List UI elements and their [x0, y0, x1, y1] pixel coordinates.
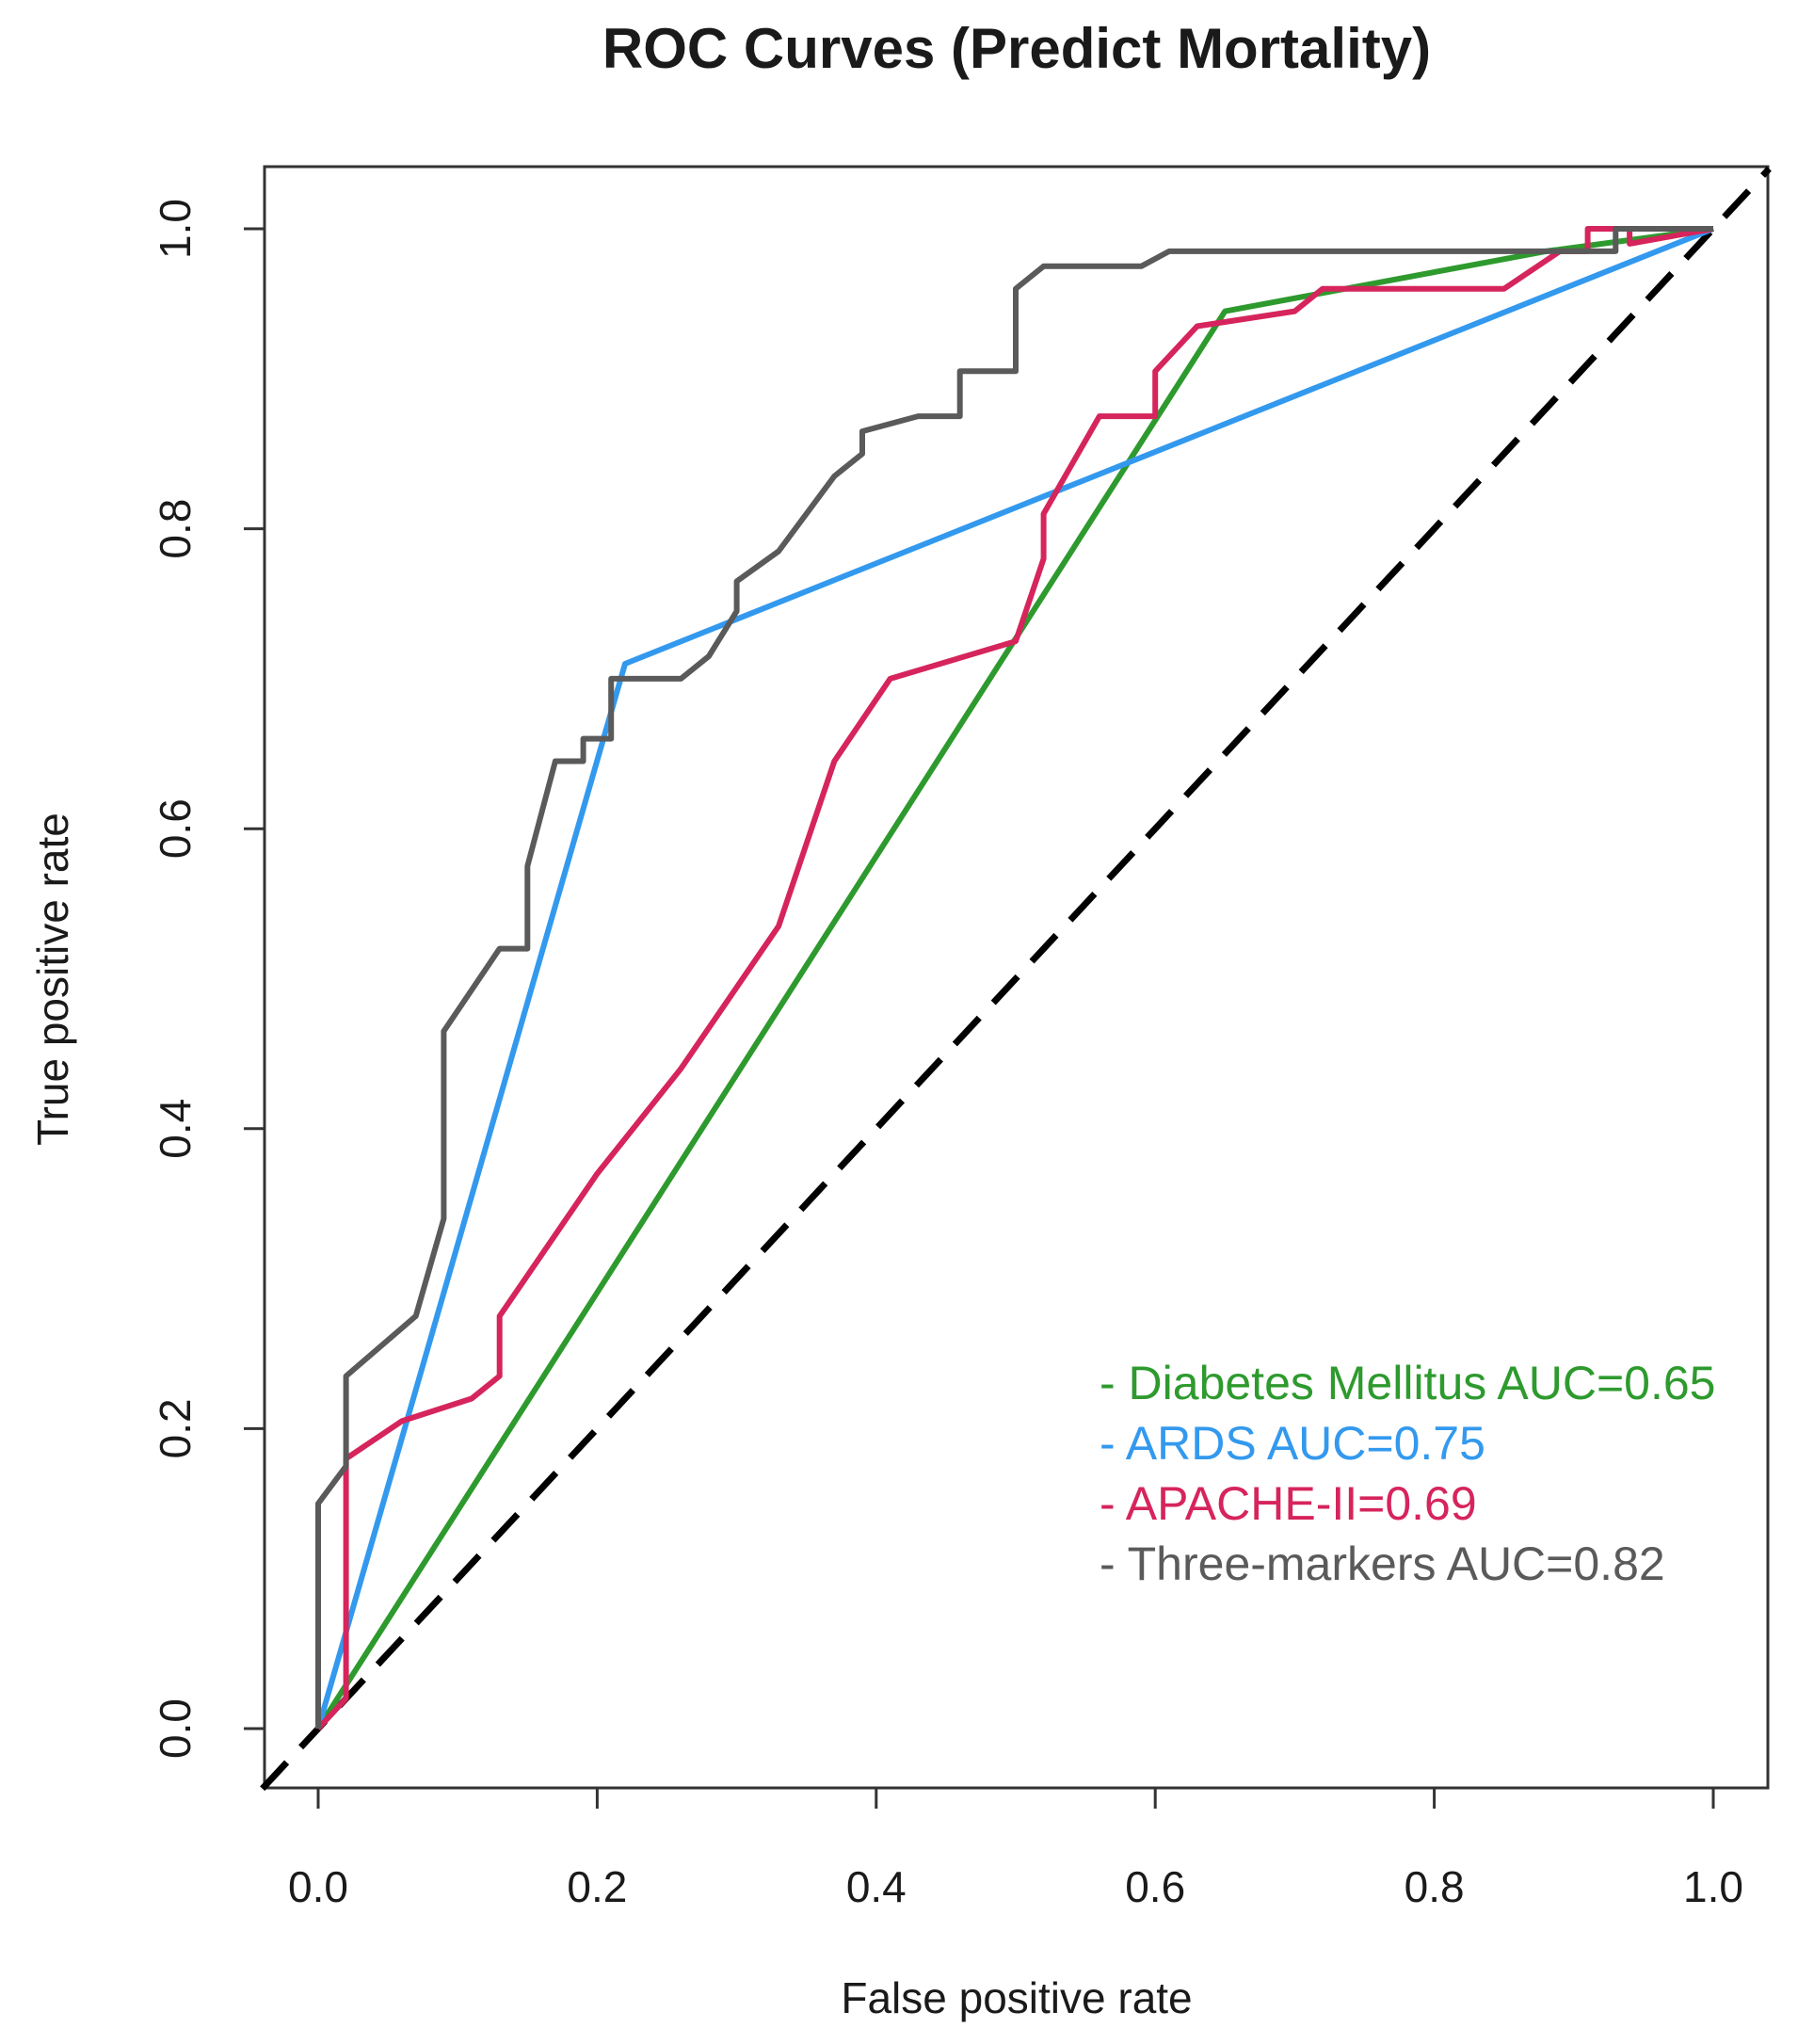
- roc-curves: [315, 226, 1715, 1731]
- x-tick-label-0: 0.0: [288, 1862, 348, 1911]
- y-tick-label-4: 0.8: [151, 499, 200, 559]
- roc-curve-ards: [315, 226, 1715, 1730]
- y-axis-label: True positive rate: [28, 813, 77, 1146]
- x-axis-label: False positive rate: [841, 1973, 1192, 2022]
- x-tick-label-1: 0.2: [567, 1862, 627, 1911]
- plot-frame: [263, 165, 1770, 1790]
- x-tick-label-3: 0.6: [1125, 1862, 1185, 1911]
- legend: - Diabetes Mellitus AUC=0.65 - ARDS AUC=0…: [1100, 1357, 1715, 1590]
- legend-entry-ards: - ARDS AUC=0.75: [1100, 1417, 1485, 1470]
- roc-curve-three-markers: [315, 226, 1713, 1729]
- reference-diagonal-line: [260, 166, 1772, 1792]
- axes: 0.0 0.2 0.4 0.6 0.8 1.0 0.0 0.2 0.4 0.6 0.8 1.0: [151, 199, 1743, 1911]
- y-tick-label-5: 1.0: [151, 199, 200, 259]
- x-tick-label-2: 0.4: [846, 1862, 907, 1911]
- legend-entry-diabetes-mellitus: - Diabetes Mellitus AUC=0.65: [1100, 1357, 1715, 1409]
- x-tick-label-5: 1.0: [1683, 1862, 1743, 1911]
- chart-title: ROC Curves (Predict Mortality): [602, 17, 1431, 80]
- y-tick-label-2: 0.4: [151, 1099, 200, 1159]
- legend-entry-three-markers: - Three-markers AUC=0.82: [1100, 1537, 1665, 1590]
- y-tick-label-1: 0.2: [151, 1398, 200, 1458]
- y-tick-label-0: 0.0: [151, 1698, 200, 1759]
- x-tick-label-4: 0.8: [1405, 1862, 1465, 1911]
- y-tick-label-3: 0.6: [151, 798, 200, 859]
- legend-entry-apache-ii: - APACHE-II=0.69: [1100, 1477, 1477, 1530]
- reference-line-group: [260, 166, 1772, 1792]
